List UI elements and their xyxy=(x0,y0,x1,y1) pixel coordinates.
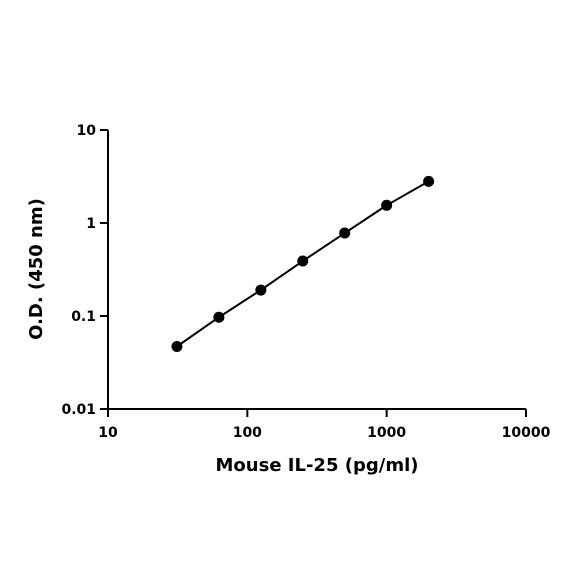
point xyxy=(339,227,351,239)
point xyxy=(213,311,225,323)
y-tick-label: 0.1 xyxy=(71,309,96,325)
point xyxy=(423,175,435,187)
x-axis-label: Mouse IL-25 (pg/ml) xyxy=(216,455,419,476)
x-tick-label: 100 xyxy=(233,425,262,441)
point xyxy=(381,199,393,211)
y-axis-label: O.D. (450 nm) xyxy=(26,198,47,340)
x-tick-label: 10 xyxy=(98,425,118,441)
y-tick-label: 10 xyxy=(77,123,97,139)
point xyxy=(255,284,267,296)
y-tick-label: 0.01 xyxy=(61,402,96,418)
x-tick-label: 10000 xyxy=(502,425,551,441)
y-tick-label: 1 xyxy=(86,216,96,232)
point xyxy=(297,255,309,267)
x-tick-label: 1000 xyxy=(367,425,406,441)
point xyxy=(171,340,183,352)
